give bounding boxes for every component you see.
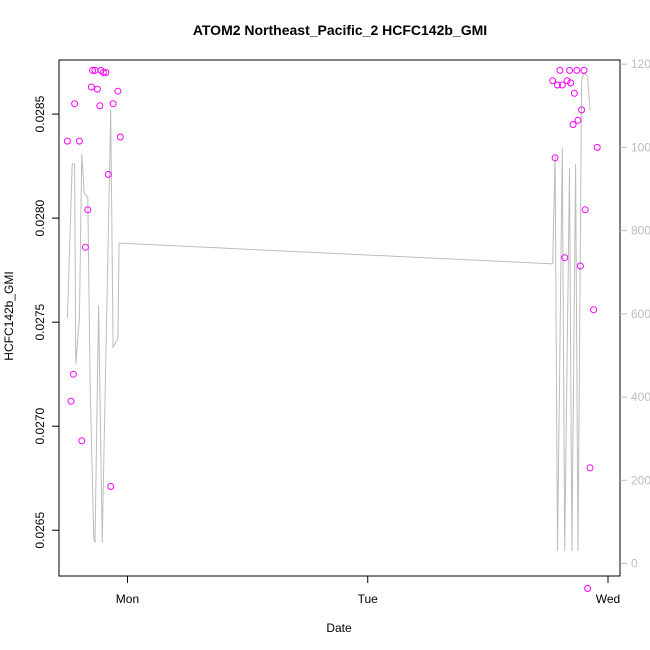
data-point (593, 143, 601, 151)
data-point (84, 206, 92, 214)
chart-title: ATOM2 Northeast_Pacific_2 HCFC142b_GMI (193, 22, 487, 38)
y-left-tick-label: 0.0270 (33, 408, 47, 445)
y-axis-label: HCFC142b_GMI (2, 271, 16, 360)
hcfc142b-points-series (63, 66, 601, 592)
data-point (561, 254, 569, 262)
data-point (554, 81, 561, 89)
x-axis: Mon Tue Wed (116, 576, 620, 606)
x-tick-label: Wed (596, 592, 620, 606)
series-line (66, 71, 591, 552)
data-point (569, 121, 577, 128)
data-point (78, 437, 86, 445)
data-point (573, 66, 581, 74)
y-right-tick-label: 12000 (631, 57, 650, 71)
y-right-tick-label: 10000 (631, 140, 650, 154)
data-point (75, 137, 83, 145)
x-tick-label: Tue (358, 592, 379, 606)
data-point (71, 100, 79, 108)
data-point (584, 585, 592, 592)
data-point (96, 102, 104, 110)
x-axis-label: Date (326, 621, 352, 635)
data-point (576, 262, 584, 270)
data-point (69, 370, 77, 378)
y-left-tick-label: 0.0285 (33, 95, 47, 132)
data-point (581, 206, 589, 214)
data-point (551, 154, 559, 162)
data-point (114, 87, 122, 95)
y-left-tick-label: 0.0265 (33, 512, 47, 549)
data-point (567, 79, 575, 87)
y-right-tick-label: 0 (631, 557, 638, 571)
data-point (93, 85, 101, 93)
data-point (558, 81, 566, 89)
data-point (107, 483, 115, 490)
data-point (81, 243, 89, 251)
data-point (102, 69, 110, 76)
data-point (580, 66, 588, 74)
y-left-tick-label: 0.0280 (33, 199, 47, 236)
data-point (67, 397, 75, 405)
data-point (549, 77, 557, 85)
data-point (574, 116, 582, 124)
data-point (570, 89, 578, 97)
data-point (578, 106, 586, 114)
data-point (556, 66, 564, 74)
data-point (563, 77, 571, 85)
data-point (99, 69, 107, 76)
x-tick-label: Mon (116, 592, 139, 606)
data-point (104, 170, 112, 178)
y-right-tick-label: 2000 (631, 473, 650, 487)
data-point (109, 100, 117, 108)
y-right-tick-label: 6000 (631, 307, 650, 321)
data-point (590, 306, 598, 314)
data-point (87, 83, 95, 91)
plot-frame (58, 59, 621, 577)
data-point (586, 464, 594, 472)
data-point (566, 66, 573, 74)
data-point (116, 133, 124, 141)
y-right-tick-label: 8000 (631, 224, 650, 238)
altitude-line-series (66, 71, 591, 552)
y-left-tick-label: 0.0275 (33, 303, 47, 340)
y-axis-right: 0 2000 4000 6000 8000 10000 12000 (620, 57, 650, 571)
data-point (89, 66, 97, 74)
y-right-tick-label: 4000 (631, 390, 650, 404)
data-point (63, 137, 71, 145)
y-axis-left: 0.0265 0.0270 0.0275 0.0280 0.0285 (33, 95, 59, 549)
